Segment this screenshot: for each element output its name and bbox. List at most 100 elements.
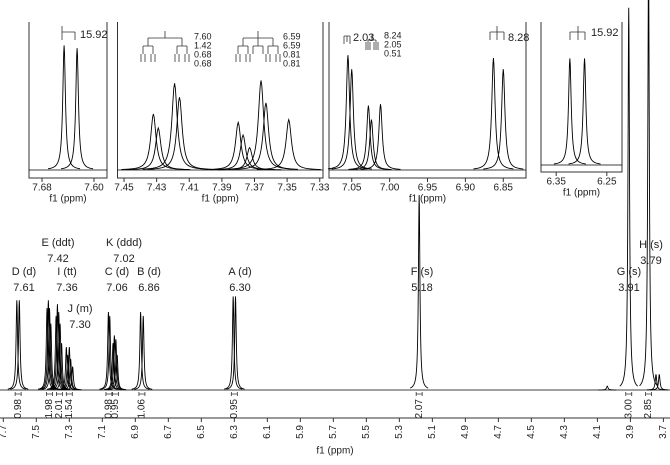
x-tick-label: 7.39 [212, 183, 232, 194]
integral-label: 0.95 [229, 399, 240, 419]
coupling-constant: 8.28 [508, 32, 529, 44]
inset-spectrum: 7.05 7.00 6.95 6.90 6.85 f1 (ppm) 2.03 8.242.05… [327, 22, 529, 205]
integral-label: 0.98 [13, 399, 24, 419]
x-tick-label: 7.05 [342, 183, 362, 194]
coupling-trees [61, 26, 586, 62]
peak [142, 83, 207, 170]
peak [48, 45, 81, 170]
x-tick-label: 3.9 [625, 425, 636, 439]
integral-label: 1.98 [44, 399, 55, 419]
peak-label: C (d) [105, 266, 129, 278]
peak-label: H (s) [639, 239, 663, 251]
x-tick-label: 7.68 [32, 183, 52, 194]
coupling-constant: 15.92 [591, 27, 619, 39]
peak [224, 296, 243, 390]
peak [206, 120, 271, 170]
x-tick-label: 7.3 [64, 425, 75, 439]
tree [235, 31, 281, 62]
peak [61, 48, 94, 170]
peak-label: I (tt) [57, 266, 77, 278]
x-tick-label: 7.43 [147, 183, 167, 194]
integral-label: 3.00 [623, 399, 634, 419]
peak [217, 146, 282, 171]
integral-bracket [112, 392, 119, 396]
peak [99, 311, 118, 390]
integral-label: 2.01 [54, 399, 65, 419]
inset-frame [540, 22, 623, 173]
integral-bracket [14, 392, 22, 396]
coupling-constant: 6.59 [283, 40, 301, 50]
integral-label: 2.07 [414, 399, 425, 419]
peak [409, 194, 429, 389]
peak [226, 296, 245, 390]
peak [7, 300, 26, 390]
tree [569, 26, 586, 40]
integral-bracket [415, 392, 423, 396]
x-tick-label: 7.5 [31, 425, 42, 439]
coupling-constant: 0.68 [194, 58, 212, 68]
peak-shift: 7.06 [106, 282, 127, 294]
peak [100, 315, 119, 390]
x-tick-label: 5.9 [295, 425, 306, 439]
x-tick-label: 4.3 [559, 425, 570, 439]
x-tick-label: 3.7 [658, 425, 669, 439]
peak [327, 55, 368, 170]
peak [639, 0, 658, 387]
peak [473, 57, 514, 170]
peak-shift: 6.86 [138, 282, 159, 294]
peak-label: G (s) [617, 266, 641, 278]
x-tick-label: 4.5 [526, 425, 537, 439]
inset-spectrum: 7.45 7.43 7.41 7.39 7.37 7.35 7.33 f1 (ppm) 7.60… [114, 22, 330, 205]
x-tick-label: 6.95 [418, 183, 438, 194]
x-tick-label: 6.7 [163, 425, 174, 439]
x-axis-label: f1 (ppm) [202, 194, 239, 205]
peak [228, 80, 294, 170]
peak [351, 119, 392, 170]
x-tick-label: 6.5 [196, 425, 207, 439]
peak [331, 69, 372, 170]
peak [568, 58, 601, 165]
coupling-constant: 1.42 [194, 40, 212, 50]
x-tick-label: 5.1 [427, 425, 438, 439]
peak [483, 69, 524, 170]
x-tick-label: 4.9 [460, 425, 471, 439]
peak [598, 385, 617, 391]
x-tick-label: 7.33 [310, 183, 330, 194]
x-tick-label: 6.25 [597, 177, 617, 188]
coupling-constant: 2.05 [384, 39, 402, 49]
coupling-constant: 2.03 [353, 32, 374, 44]
tree [489, 26, 505, 40]
x-tick-label: 5.5 [361, 425, 372, 439]
integral-bracket [46, 392, 53, 396]
x-axis-label: f1 (ppm) [563, 188, 600, 199]
x-tick-label: 7.1 [97, 425, 108, 439]
coupling-constant: 15.92 [80, 29, 108, 41]
peak [105, 335, 124, 390]
integral-bracket [645, 392, 652, 396]
peak-shift: 5.18 [411, 282, 432, 294]
x-tick-label: 4.1 [592, 425, 603, 439]
peak [553, 58, 586, 165]
peak [646, 374, 665, 391]
x-tick-label: 7.45 [114, 183, 134, 194]
tree [140, 31, 190, 62]
x-axis-label: f1 (ppm) [316, 446, 353, 457]
coupling-constant: 0.81 [283, 49, 301, 59]
integral-label: 0.95 [110, 399, 121, 419]
x-tick-label: 7.60 [84, 183, 104, 194]
x-tick-label: 6.85 [494, 183, 514, 194]
x-tick-label: 6.35 [546, 177, 566, 188]
x-tick-label: 6.3 [229, 425, 240, 439]
tree [365, 34, 379, 50]
peak-label: E (ddt) [41, 237, 74, 249]
coupling-constant: 6.59 [283, 31, 301, 41]
x-tick-label: 7.35 [277, 183, 297, 194]
peak [63, 366, 82, 391]
peak [256, 117, 321, 170]
x-tick-label: 7.37 [245, 183, 265, 194]
peak-shift: 3.91 [618, 282, 639, 294]
inset-frame [328, 22, 527, 179]
